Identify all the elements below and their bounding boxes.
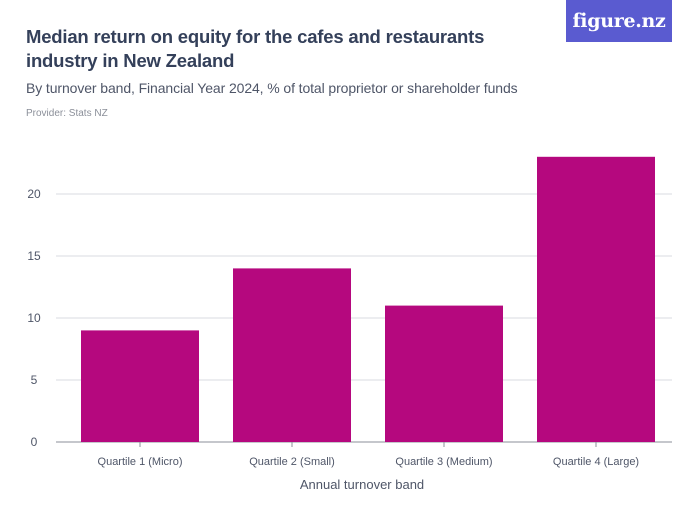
- y-tick-label: 0: [31, 435, 38, 449]
- figure-nz-logo[interactable]: figure.nz: [566, 0, 672, 42]
- x-axis-title: Annual turnover band: [300, 477, 424, 492]
- y-tick-label: 15: [27, 249, 41, 263]
- x-tick-label: Quartile 1 (Micro): [98, 456, 183, 468]
- provider-label: Provider: Stats NZ: [26, 108, 108, 119]
- x-tick-label: Quartile 4 (Large): [553, 456, 639, 468]
- x-tick-label: Quartile 2 (Small): [249, 456, 335, 468]
- y-tick-label: 10: [27, 311, 41, 325]
- bar[interactable]: [385, 305, 503, 442]
- bar[interactable]: [537, 156, 655, 443]
- chart-title: Median return on equity for the cafes an…: [26, 26, 485, 71]
- bar[interactable]: [233, 268, 351, 442]
- bars: [81, 156, 655, 443]
- x-tick-label: Quartile 3 (Medium): [395, 456, 492, 468]
- y-tick-label: 20: [27, 187, 41, 201]
- chart-subtitle: By turnover band, Financial Year 2024, %…: [26, 80, 518, 96]
- y-tick-label: 5: [31, 373, 38, 387]
- bar[interactable]: [81, 330, 199, 442]
- x-axis-ticks: Quartile 1 (Micro) Quartile 2 (Small) Quar…: [98, 442, 639, 468]
- y-axis-ticks: 0 5 10 15 20: [27, 187, 41, 449]
